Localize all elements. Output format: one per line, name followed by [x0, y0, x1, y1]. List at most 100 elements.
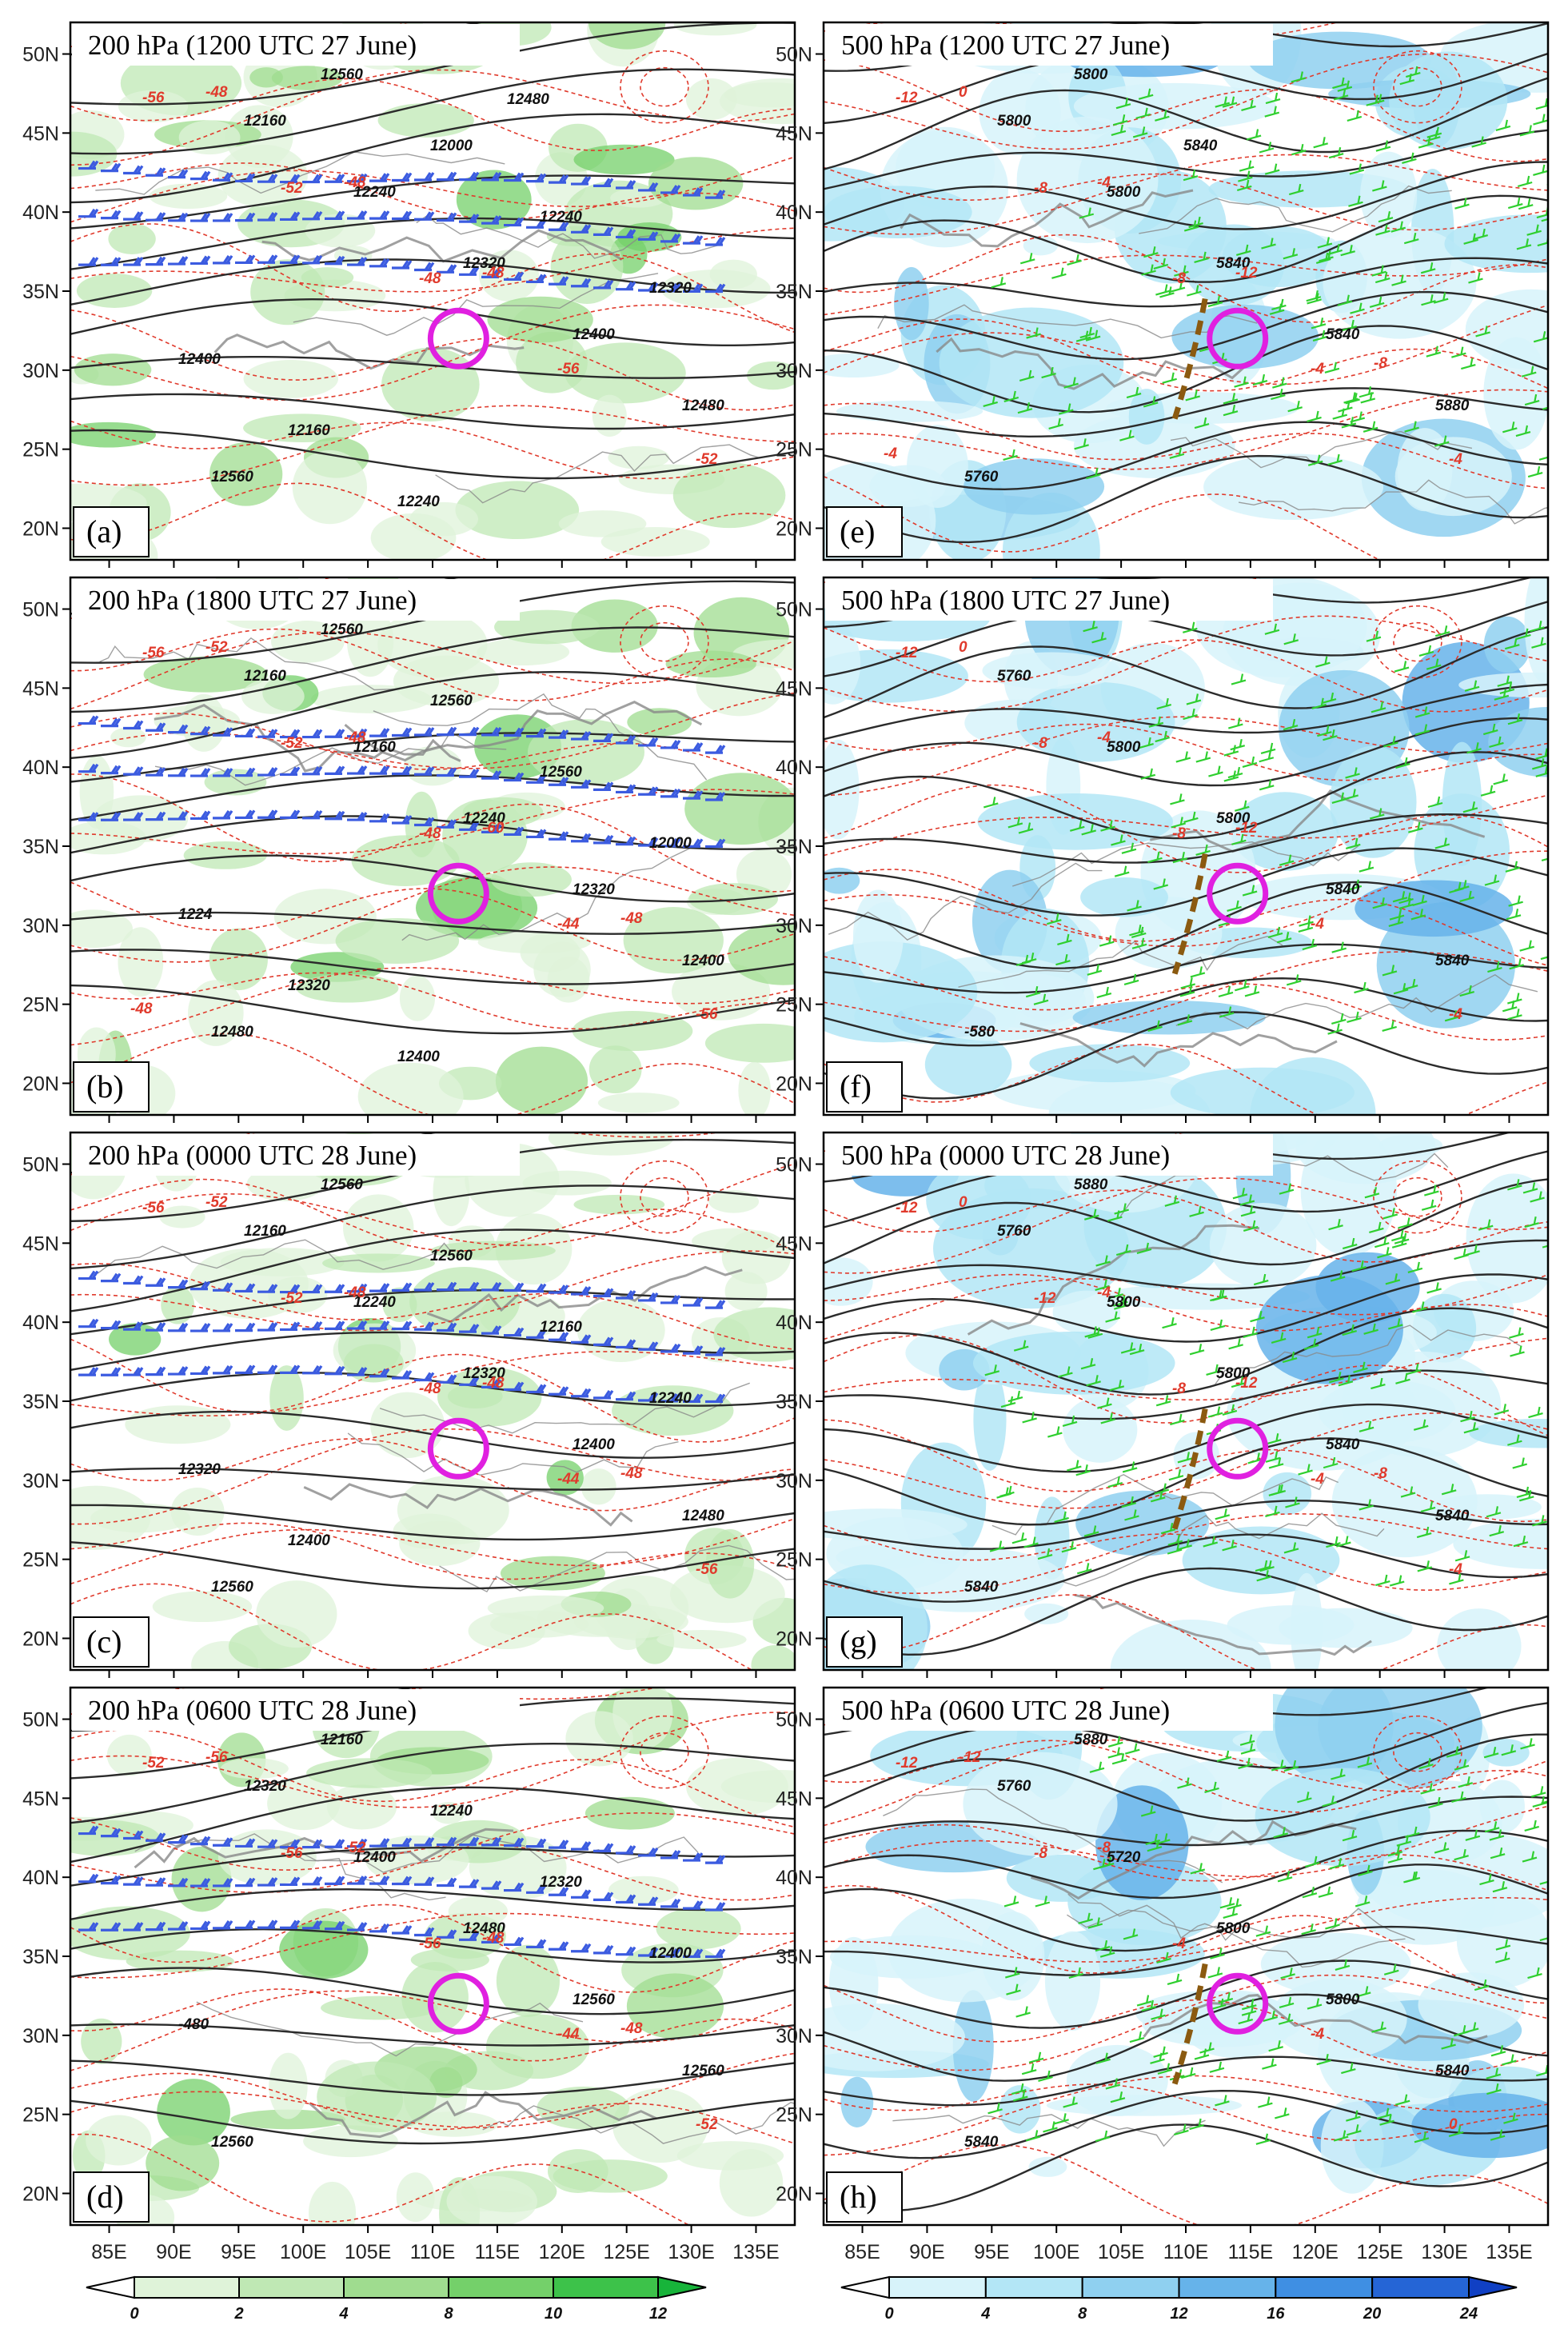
height-contour-label: 12240	[540, 209, 582, 226]
height-contour-label: 5720	[1107, 1849, 1141, 1866]
latitude-tick-label: 45N	[22, 1232, 59, 1255]
temperature-contour-label: -52	[344, 1840, 366, 1856]
height-contour-label: 12320	[288, 977, 330, 994]
colorbar-tick-label: 0	[130, 2305, 138, 2323]
temperature-contour-label: 0	[959, 1194, 968, 1211]
marker-circle	[427, 1972, 489, 2035]
colorbar-tick-label: 4	[980, 2305, 990, 2323]
height-contour-label: 12560	[430, 1248, 473, 1264]
temperature-contour-label: -48	[482, 265, 505, 282]
panel-a: 1208012160122401232012400124801256012560…	[22, 21, 796, 568]
latitude-tick-label: 30N	[22, 915, 59, 937]
colorbar-vorticity: 0 4 8 12 16 20 24	[840, 2275, 1518, 2323]
height-contour-label: 5800	[1107, 739, 1141, 756]
latitude-tick-label: 50N	[776, 1709, 812, 1732]
latitude-tick-label: 40N	[776, 1312, 812, 1334]
longitude-tick-label: 135E	[732, 2241, 779, 2263]
temperature-contour-label: -52	[142, 1755, 165, 1772]
height-contour-label: 12400	[573, 326, 615, 343]
trough-line	[1171, 298, 1208, 420]
height-contour-label: 5840	[1326, 326, 1360, 343]
height-contour-label: 12400	[288, 1532, 330, 1549]
height-contour-label: 5880	[1435, 397, 1470, 414]
panel-letter: (d)	[73, 2171, 150, 2223]
temperature-contour-label: -4	[1311, 916, 1324, 933]
trough-line	[1171, 853, 1208, 975]
height-contour-label: -580	[964, 1024, 995, 1041]
height-contour-label: 12000	[430, 138, 473, 154]
height-contour-label: 5840	[964, 1579, 999, 1596]
longitude-tick-label: 95E	[974, 2241, 1009, 2263]
temperature-contour-label: 0	[959, 639, 968, 656]
height-contour-label: 5760	[997, 668, 1031, 685]
latitude-tick-label: 40N	[22, 757, 59, 779]
marker-circle	[427, 862, 489, 925]
temperature-contour-label: -48	[620, 2020, 643, 2037]
height-contour-label: 12160	[244, 113, 286, 130]
height-contour-label: 5840	[1183, 138, 1218, 154]
svg-text:(e): (e)	[840, 513, 875, 549]
svg-text:(h): (h)	[840, 2179, 877, 2215]
panel-title: 200 hPa (0000 UTC 28 June)	[72, 1134, 520, 1176]
temperature-contour-label: -8	[1034, 180, 1047, 197]
panel-title: 200 hPa (1200 UTC 27 June)	[72, 24, 520, 66]
temperature-contour-label: -48	[130, 1001, 153, 1017]
temperature-contour-label: -48	[620, 1465, 643, 1482]
panel-title: 500 hPa (1800 UTC 27 June)	[825, 579, 1273, 621]
longitude-tick-label: 90E	[156, 2241, 191, 2263]
longitude-tick-label: 95E	[221, 2241, 256, 2263]
marker-circle	[1207, 307, 1269, 370]
colorbar-tick-label: 12	[1170, 2305, 1187, 2323]
height-contour-label: 12240	[463, 810, 505, 827]
longitude-tick-label: 100E	[280, 2241, 326, 2263]
svg-text:(g): (g)	[840, 1624, 877, 1660]
temperature-contour-label: 0	[1449, 2116, 1458, 2133]
latitude-tick-label: 40N	[776, 202, 812, 224]
temperature-contour-label: -56	[419, 1936, 441, 1952]
height-contour-label: 12400	[397, 1049, 440, 1065]
height-contour-label: 5800	[1107, 184, 1141, 201]
latitude-tick-label: 35N	[776, 836, 812, 858]
temperature-contour-label: -4	[1172, 1936, 1186, 1952]
temperature-contour-label: -56	[142, 90, 165, 106]
height-contour-label: 12320	[540, 1874, 582, 1891]
temperature-contour-label: -8	[1374, 355, 1387, 372]
temperature-contour-label: -44	[557, 1471, 580, 1488]
panel-c: 1208012160122401232012400124801256012560…	[22, 1131, 796, 1678]
height-contour-label: 12160	[244, 1223, 286, 1240]
svg-text:500 hPa (0000 UTC 28 June): 500 hPa (0000 UTC 28 June)	[841, 1140, 1170, 1171]
latitude-tick-label: 50N	[776, 44, 812, 66]
temperature-contour-label: -4	[1449, 1006, 1462, 1023]
height-contour-label: 12560	[682, 2063, 724, 2079]
temperature-contour-label: -4	[1449, 451, 1462, 468]
latitude-tick-label: 35N	[776, 1946, 812, 1968]
marker-circle	[427, 1417, 489, 1480]
height-contour-label: 5800	[1326, 1991, 1360, 2008]
height-contour-label: 5840	[1435, 1508, 1470, 1524]
colorbar-tick-label: 2	[233, 2305, 243, 2323]
colorbar-tick-label: 4	[338, 2305, 348, 2323]
height-contour-label: 12560	[321, 1176, 363, 1193]
height-contour-label: 12480	[211, 1024, 253, 1041]
latitude-tick-label: 45N	[22, 677, 59, 700]
latitude-tick-label: 30N	[776, 915, 812, 937]
latitude-tick-label: 25N	[776, 994, 812, 1017]
temperature-contour-label: -4	[1449, 1561, 1462, 1578]
height-contour-label: 5840	[964, 2134, 999, 2151]
temperature-contour-label: -52	[281, 1290, 303, 1307]
panel-f: 576057605800580058405840-580-12-8-8-4-40…	[776, 576, 1550, 1123]
temperature-contour-label: -56	[557, 361, 580, 378]
latitude-tick-label: 40N	[776, 1867, 812, 1889]
svg-text:200 hPa (0000 UTC 28 June): 200 hPa (0000 UTC 28 June)	[88, 1140, 417, 1171]
latitude-tick-label: 20N	[776, 2183, 812, 2205]
longitude-tick-label: 85E	[91, 2241, 126, 2263]
temperature-contour-label: -4	[1097, 1284, 1111, 1301]
latitude-tick-label: 20N	[776, 517, 812, 540]
height-contour-label: 5800	[997, 113, 1031, 130]
height-contour-label: 12400	[353, 1849, 396, 1866]
height-contour-label: 12560	[321, 66, 363, 83]
height-contour-label: 12560	[540, 764, 582, 781]
temperature-contour-label: -52	[205, 639, 228, 656]
height-contour-label: 12320	[463, 255, 505, 272]
longitude-tick-label: 105E	[1098, 2241, 1144, 2263]
